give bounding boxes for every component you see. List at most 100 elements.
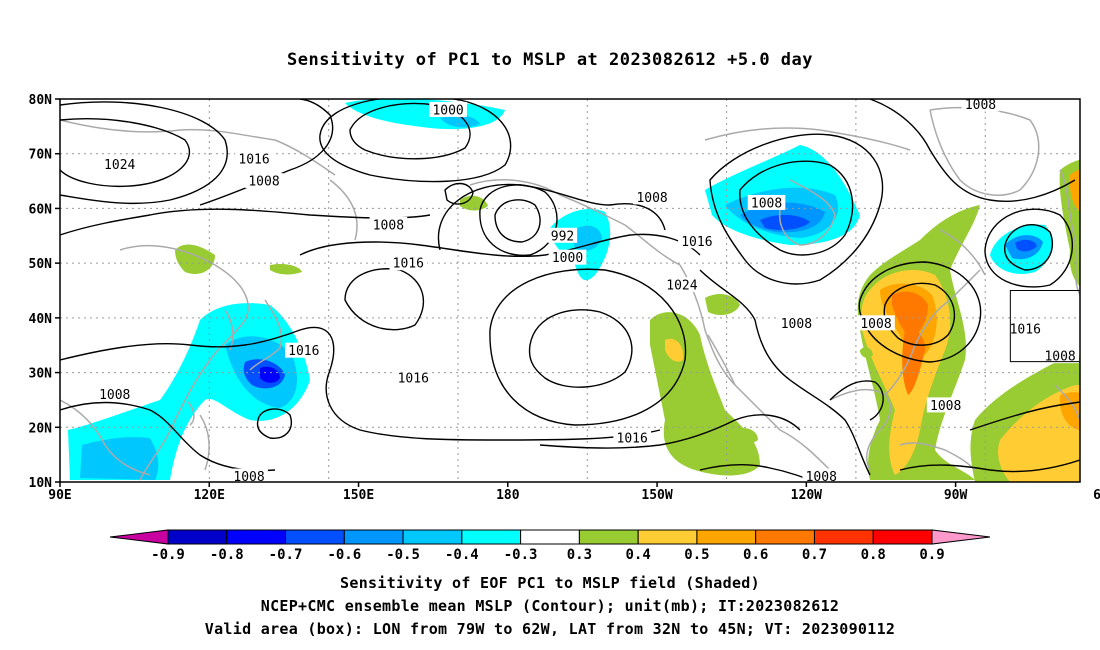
contour-label-bg xyxy=(394,370,433,386)
contour-label: 1008 xyxy=(930,399,961,414)
contour-label-bg xyxy=(548,249,587,265)
colorbar-swatch xyxy=(226,529,287,545)
colorbar-label: -0.7 xyxy=(269,547,303,563)
contour-1008-canada-low-inner xyxy=(739,160,854,256)
coast-asia-east xyxy=(119,244,249,481)
coast-europe xyxy=(1059,169,1080,296)
contour-label-bg xyxy=(369,216,408,232)
shade-negative-canada-center xyxy=(760,214,810,230)
contour-label: 1016 xyxy=(617,432,648,447)
colorbar-label: 0.5 xyxy=(684,547,709,563)
lat-tick-label: 80N xyxy=(29,93,53,108)
contour-1016-aleutian-band xyxy=(299,233,701,258)
contour-label: 1016 xyxy=(238,153,269,168)
colorbar-label: 0.3 xyxy=(567,547,592,563)
contour-label-bg xyxy=(245,173,283,189)
colorbar-label: -0.4 xyxy=(445,547,479,563)
contour-label-bg xyxy=(100,156,139,172)
colorbar: -0.9 -0.8 -0.7 -0.6 -0.5 -0.4 -0.3 0.3 0.4 0.5 0.6… xyxy=(109,529,991,563)
lon-tick-label: 120W xyxy=(791,488,822,503)
coast-labrador xyxy=(939,229,986,276)
contour-label: 1024 xyxy=(104,158,135,173)
lon-tick-label: 150E xyxy=(343,488,374,503)
colorbar-swatch xyxy=(285,529,345,545)
coast-kamchatka xyxy=(329,179,358,241)
contour-label-bg xyxy=(802,468,841,482)
lat-tick-label: 10N xyxy=(29,476,53,491)
coastline-layer xyxy=(60,106,1080,481)
contour-1008-canada-low-outer xyxy=(709,133,884,285)
shade-negative-gulf-alaska-mid xyxy=(570,225,602,251)
shade-negative-labrador-center xyxy=(1015,239,1037,252)
contour-label: 1008 xyxy=(751,196,782,211)
colorbar-label: 0.9 xyxy=(919,547,944,563)
contour-label: 1000 xyxy=(432,103,463,118)
mslp-contours xyxy=(60,99,1080,482)
lat-tick-label: 70N xyxy=(29,148,53,163)
contour-label-bg xyxy=(389,255,428,271)
contour-1008-gulf xyxy=(829,380,884,421)
lon-tick-label: 120E xyxy=(194,488,225,503)
caption-valid-area: Valid area (box): LON from 79W to 62W, L… xyxy=(204,620,896,638)
coast-greenland xyxy=(929,106,1040,196)
caption-contour: NCEP+CMC ensemble mean MSLP (Contour); u… xyxy=(260,597,840,615)
colorbar-swatch xyxy=(461,529,522,545)
contour-1024-north-pacific-high xyxy=(528,309,633,388)
contour-label-bg xyxy=(663,277,701,293)
shade-negative-japan-center xyxy=(260,366,280,383)
colorbar-swatch xyxy=(813,529,874,545)
contour-1000-bering xyxy=(479,184,558,256)
shade-positive-siberia xyxy=(175,244,215,275)
contour-1016-japan-small xyxy=(256,408,292,439)
contour-label: 1008 xyxy=(636,191,667,206)
lat-tick-label: 60N xyxy=(29,202,53,217)
contour-1016-east-asia xyxy=(60,326,661,441)
contour-label: 1016 xyxy=(288,344,319,359)
shade-positive-siberia-east xyxy=(270,263,302,275)
shade-positive-eastern-pacific-core xyxy=(665,338,684,362)
contour-label-bg xyxy=(678,233,716,249)
lon-tick-label: 150W xyxy=(641,488,672,503)
contour-label-bg xyxy=(747,194,786,210)
contour-1000-arctic xyxy=(349,102,471,160)
colorbar-swatch xyxy=(696,529,757,545)
colorbar-swatch xyxy=(402,529,463,545)
valid-area-box xyxy=(1009,290,1080,363)
map-title: Sensitivity of PC1 to MSLP at 2023082612… xyxy=(286,50,813,70)
lat-tick-label: 40N xyxy=(29,312,53,327)
lon-tick-label: 90E xyxy=(48,488,71,503)
coast-alaska xyxy=(469,179,681,266)
contour-label-bg xyxy=(285,342,323,358)
colorbar-swatch xyxy=(872,529,933,545)
colorbar-low-end xyxy=(109,529,169,545)
contour-1008-labrador xyxy=(984,208,1074,288)
contour-label-bg xyxy=(235,151,273,167)
contour-label: 1008 xyxy=(806,470,837,485)
contour-label: 1024 xyxy=(666,279,697,294)
shade-positive-subtropical-atlantic-orange xyxy=(1060,392,1080,431)
contour-labels: 1000 1008 1024 1016 1008 1008 1008 1008 992 1016 1… xyxy=(95,98,1079,485)
contour-1024-siberia xyxy=(60,118,191,188)
coast-canada-arctic xyxy=(704,127,911,151)
contour-label: 1008 xyxy=(965,98,996,113)
contour-label: 992 xyxy=(551,229,574,244)
contour-label: 1016 xyxy=(681,235,712,250)
lon-tick-label: 60W xyxy=(1093,488,1100,503)
contour-label-bg xyxy=(429,101,467,117)
shade-positive-west-coast xyxy=(705,294,740,316)
contour-label: 1008 xyxy=(373,218,404,233)
caption-shading: Sensitivity of EOF PC1 to MSLP field (Sh… xyxy=(340,574,760,592)
colorbar-swatch xyxy=(755,529,815,545)
contour-label-bg xyxy=(857,315,895,331)
colorbar-swatch xyxy=(343,529,404,545)
shade-negative-arctic-core xyxy=(440,114,480,128)
colorbar-label: -0.5 xyxy=(386,547,420,563)
contour-label: 1008 xyxy=(248,175,279,190)
coast-asia-north xyxy=(60,119,336,176)
contour-1008-caribbean xyxy=(899,459,1080,473)
colorbar-swatch xyxy=(578,529,639,545)
colorbar-swatch xyxy=(637,529,698,545)
graticule xyxy=(60,99,1080,482)
contour-label: 1008 xyxy=(233,470,264,485)
